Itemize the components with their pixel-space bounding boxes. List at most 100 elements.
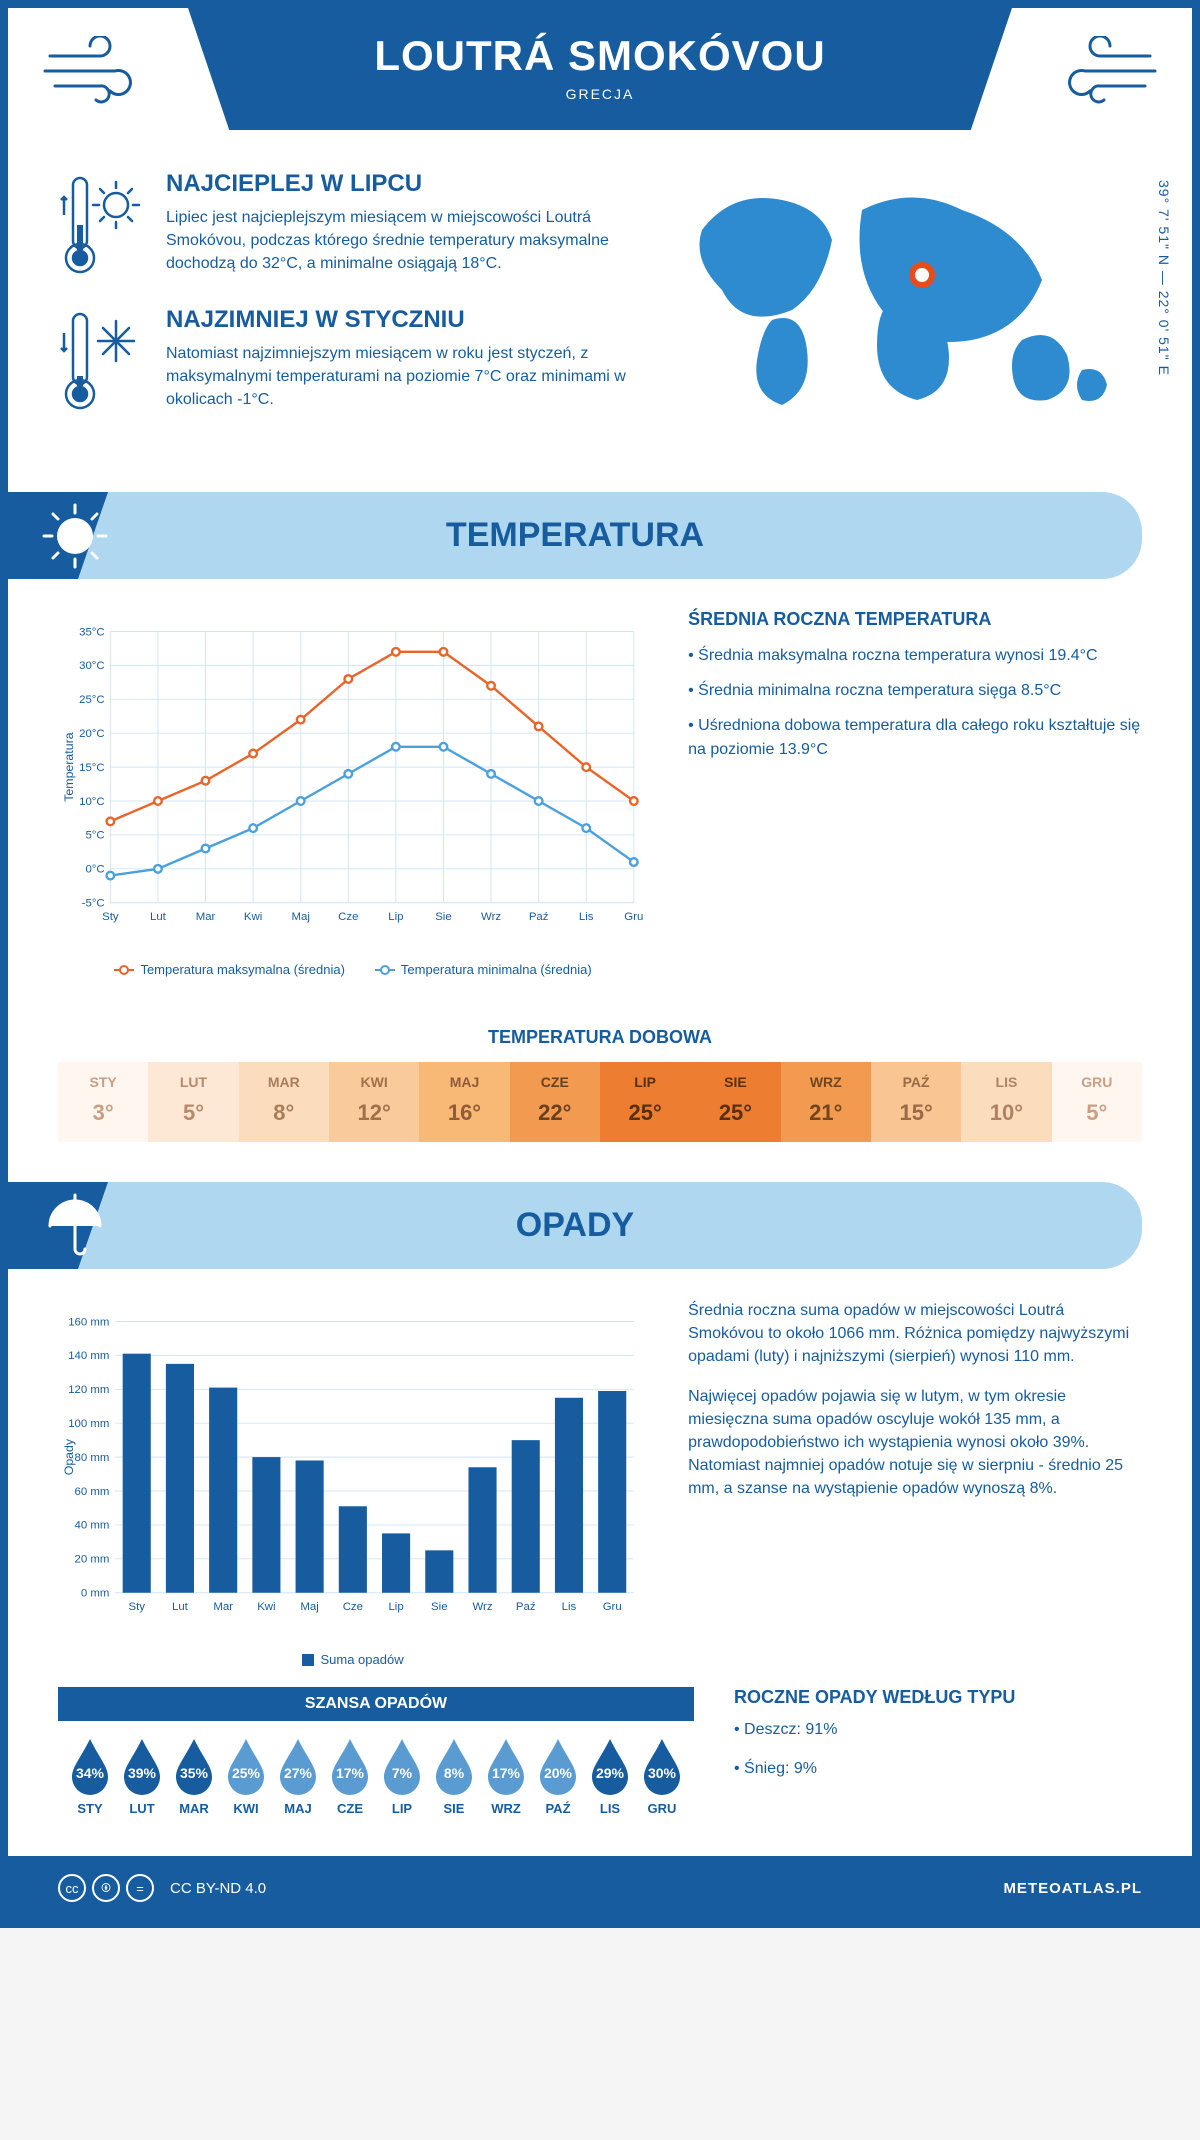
rain-chance-cell: 39% LUT: [118, 1735, 166, 1816]
license-block: cc 🅯 = CC BY-ND 4.0: [58, 1874, 266, 1902]
precip-type-snow: • Śnieg: 9%: [734, 1757, 1142, 1780]
daily-temp-cell: LIP25°: [600, 1062, 690, 1142]
rain-chance-month: KWI: [222, 1801, 270, 1816]
svg-text:Lis: Lis: [579, 911, 594, 923]
rain-chance-month: MAR: [170, 1801, 218, 1816]
svg-text:Lip: Lip: [388, 911, 403, 923]
svg-text:Maj: Maj: [300, 1601, 318, 1613]
daily-temp-cell: STY3°: [58, 1062, 148, 1142]
rain-chance-cell: 20%PAŹ: [534, 1735, 582, 1816]
raindrop-icon: 17%: [482, 1735, 530, 1795]
precip-type-rain: • Deszcz: 91%: [734, 1718, 1142, 1741]
thermometer-cold-icon: [58, 306, 148, 416]
rain-chance-month: SIE: [430, 1801, 478, 1816]
temperature-banner-label: TEMPERATURA: [446, 516, 704, 554]
svg-text:0°C: 0°C: [85, 864, 104, 876]
raindrop-icon: 35%: [170, 1735, 218, 1795]
svg-text:120 mm: 120 mm: [68, 1384, 109, 1396]
hottest-block: NAJCIEPLEJ W LIPCU Lipiec jest najcieple…: [58, 170, 632, 280]
rain-chance-cell: 34% STY: [66, 1735, 114, 1816]
precipitation-lower-section: SZANSA OPADÓW 34%STY39%LUT35%MAR25%KWI27…: [8, 1687, 1192, 1856]
svg-text:Maj: Maj: [292, 911, 310, 923]
precipitation-banner: OPADY: [8, 1182, 1142, 1269]
svg-text:30°C: 30°C: [79, 660, 104, 672]
rain-chance-value: 8%: [430, 1765, 478, 1781]
temperature-section: -5°C0°C5°C10°C15°C20°C25°C30°C35°CStyLut…: [8, 609, 1192, 1007]
rain-chance-month: MAJ: [274, 1801, 322, 1816]
svg-text:0 mm: 0 mm: [81, 1588, 110, 1600]
temperature-banner: TEMPERATURA: [8, 492, 1142, 579]
raindrop-icon: 29%: [586, 1735, 634, 1795]
raindrop-icon: 30%: [638, 1735, 686, 1795]
svg-text:Sty: Sty: [102, 911, 119, 923]
daily-temp-value: 5°: [152, 1100, 234, 1126]
daily-temp-cell: LIS10°: [961, 1062, 1051, 1142]
raindrop-icon: 7%: [378, 1735, 426, 1795]
coordinates: 39° 7' 51" N — 22° 0' 51" E: [1156, 180, 1172, 376]
svg-text:Gru: Gru: [624, 911, 643, 923]
rain-chance-month: LUT: [118, 1801, 166, 1816]
svg-text:Sie: Sie: [431, 1601, 448, 1613]
svg-text:Lis: Lis: [562, 1601, 577, 1613]
daily-temp-cell: WRZ21°: [781, 1062, 871, 1142]
rain-chance-month: LIP: [378, 1801, 426, 1816]
rain-chance-month: CZE: [326, 1801, 374, 1816]
daily-temp-value: 15°: [875, 1100, 957, 1126]
svg-text:Temperatura: Temperatura: [62, 732, 76, 802]
rain-chance-block: SZANSA OPADÓW 34%STY39%LUT35%MAR25%KWI27…: [58, 1687, 694, 1836]
svg-text:Wrz: Wrz: [481, 911, 501, 923]
raindrop-icon: 17%: [326, 1735, 374, 1795]
svg-text:Sty: Sty: [128, 1601, 145, 1613]
daily-temp-cell: SIE25°: [690, 1062, 780, 1142]
svg-text:Cze: Cze: [343, 1601, 363, 1613]
rain-chance-cell: 29%LIS: [586, 1735, 634, 1816]
daily-month-label: PAŹ: [875, 1074, 957, 1090]
rain-chance-cell: 25% KWI: [222, 1735, 270, 1816]
raindrop-icon: 27%: [274, 1735, 322, 1795]
hottest-title: NAJCIEPLEJ W LIPCU: [166, 170, 632, 198]
raindrop-icon: 39%: [118, 1735, 166, 1795]
daily-temp-cell: PAŹ 15°: [871, 1062, 961, 1142]
precip-type-title: ROCZNE OPADY WEDŁUG TYPU: [734, 1687, 1142, 1708]
svg-text:Opady: Opady: [62, 1438, 76, 1475]
line-chart-legend: .legend-item:nth-child(1) .legend-swatch…: [58, 962, 648, 977]
intro-section: NAJCIEPLEJ W LIPCU Lipiec jest najcieple…: [8, 130, 1192, 472]
precipitation-summary: Średnia roczna suma opadów w miejscowośc…: [688, 1299, 1142, 1667]
bar-legend-label: Suma opadów: [320, 1652, 403, 1667]
raindrop-icon: 8%: [430, 1735, 478, 1795]
rain-chance-cell: 8% SIE: [430, 1735, 478, 1816]
raindrop-icon: 25%: [222, 1735, 270, 1795]
rain-chance-cell: 17% WRZ: [482, 1735, 530, 1816]
raindrop-icon: 34%: [66, 1735, 114, 1795]
daily-temp-value: 21°: [785, 1100, 867, 1126]
svg-text:100 mm: 100 mm: [68, 1418, 109, 1430]
daily-temp-cell: CZE22°: [510, 1062, 600, 1142]
svg-text:Sie: Sie: [435, 911, 452, 923]
rain-chance-month: WRZ: [482, 1801, 530, 1816]
temperature-line-chart: -5°C0°C5°C10°C15°C20°C25°C30°C35°CStyLut…: [58, 609, 648, 977]
daily-temp-value: 25°: [694, 1100, 776, 1126]
daily-temp-value: 22°: [514, 1100, 596, 1126]
annual-temp-bullet-3: • Uśredniona dobowa temperatura dla całe…: [688, 714, 1142, 760]
rain-chance-value: 29%: [586, 1765, 634, 1781]
rain-chance-value: 7%: [378, 1765, 426, 1781]
infographic-page: LOUTRÁ SMOKÓVOU GRECJA NAJCIEPLEJ W LIPC…: [0, 0, 1200, 1928]
precip-type-summary: ROCZNE OPADY WEDŁUG TYPU • Deszcz: 91% •…: [734, 1687, 1142, 1796]
svg-text:20°C: 20°C: [79, 728, 104, 740]
rain-chance-cell: 17% CZE: [326, 1735, 374, 1816]
daily-temp-value: 16°: [423, 1100, 505, 1126]
annual-temp-bullet-2: • Średnia minimalna roczna temperatura s…: [688, 679, 1142, 702]
legend-max-label: Temperatura maksymalna (średnia): [140, 962, 344, 977]
annual-temp-bullet-1: • Średnia maksymalna roczna temperatura …: [688, 644, 1142, 667]
sun-icon: [40, 501, 110, 571]
svg-text:80 mm: 80 mm: [75, 1452, 110, 1464]
rain-chance-cell: 30%GRU: [638, 1735, 686, 1816]
rain-chance-value: 39%: [118, 1765, 166, 1781]
rain-chance-value: 27%: [274, 1765, 322, 1781]
rain-chance-month: STY: [66, 1801, 114, 1816]
svg-text:-5°C: -5°C: [82, 898, 105, 910]
rain-chance-cell: 35% MAR: [170, 1735, 218, 1816]
map-column: 39° 7' 51" N — 22° 0' 51" E: [662, 170, 1142, 442]
rain-chance-value: 20%: [534, 1765, 582, 1781]
rain-chance-value: 17%: [326, 1765, 374, 1781]
